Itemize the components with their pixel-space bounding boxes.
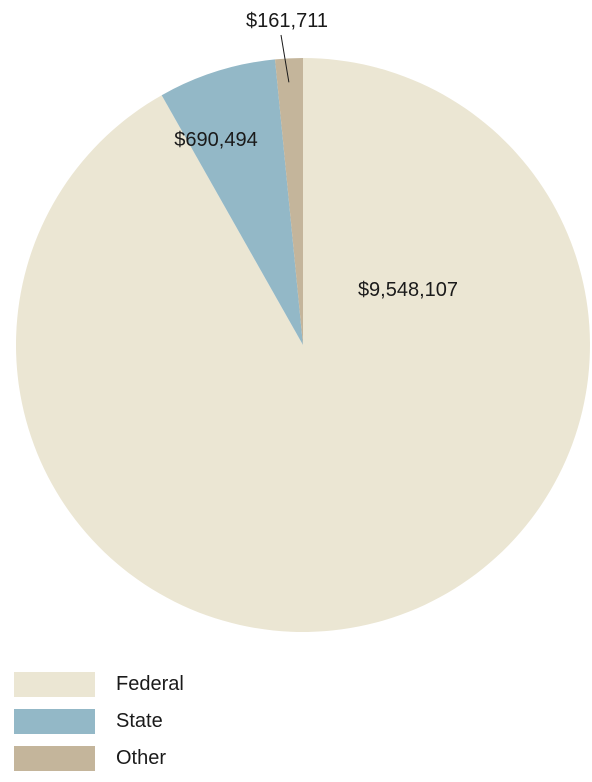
legend-swatch-other <box>14 745 95 771</box>
legend-label-other: Other <box>116 746 167 769</box>
pie-label-state: $690,494 <box>174 129 257 151</box>
legend-label-state: State <box>116 709 163 732</box>
legend-item-other: Other <box>14 745 184 771</box>
legend-swatch-federal <box>14 671 95 697</box>
legend-swatch-state <box>14 708 95 734</box>
pie-chart: $9,548,107 $690,494 $161,711 <box>15 10 590 632</box>
legend-item-federal: Federal <box>14 671 184 697</box>
pie-slice-other <box>275 58 303 345</box>
pie-slice-federal <box>15 58 590 632</box>
other-leader-line <box>280 34 290 83</box>
pie-label-federal: $9,548,107 <box>358 279 458 301</box>
pie-slices <box>15 58 590 632</box>
legend-label-federal: Federal <box>116 672 184 695</box>
pie-data-labels: $9,548,107 $690,494 $161,711 <box>174 10 458 301</box>
legend: Federal State Other <box>14 671 184 782</box>
legend-item-state: State <box>14 708 184 734</box>
pie-slice-state <box>161 59 303 346</box>
pie-label-other: $161,711 <box>246 10 328 32</box>
